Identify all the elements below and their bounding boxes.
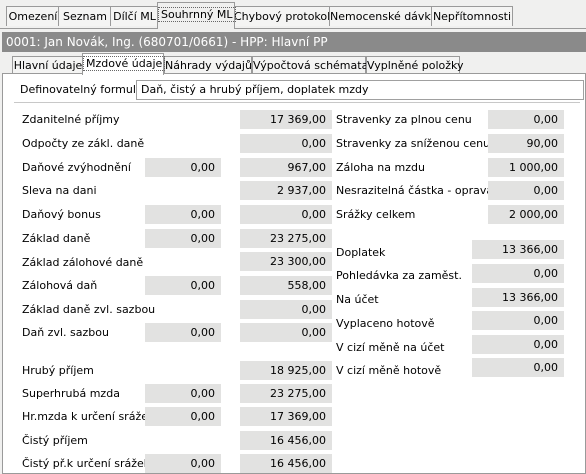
employee-header: 0001: Jan Novák, Ing. (680701/0661) - HP… bbox=[2, 32, 586, 52]
value-cisty-prijem: 16 456,00 bbox=[240, 431, 332, 450]
tab-vypoctova-schemata[interactable]: Výpočtová schémata bbox=[252, 56, 368, 74]
tab-omezeni[interactable]: Omezení bbox=[6, 6, 60, 26]
value-zalohova-dan-2: 558,00 bbox=[240, 276, 332, 295]
label-sleva: Sleva na dani bbox=[22, 184, 97, 197]
label-cizi-ucet: V cizí měně na účet bbox=[336, 341, 445, 354]
label-danovy-bonus: Daňový bonus bbox=[22, 208, 101, 221]
label-stravenky-snizena: Stravenky za sníženou cenu bbox=[336, 137, 491, 150]
label-hruby-prijem: Hrubý příjem bbox=[22, 364, 94, 377]
label-zaklad-dane: Základ daně bbox=[22, 232, 91, 245]
value-superhruba-1: 0,00 bbox=[145, 384, 221, 403]
value-pohledavka: 0,00 bbox=[472, 264, 564, 283]
label-na-ucet: Na účet bbox=[336, 293, 379, 306]
tab-souhrnny-ml[interactable]: Souhrnný ML bbox=[157, 2, 236, 29]
value-srazky: 2 000,00 bbox=[488, 205, 564, 224]
tab-mzdove-udaje[interactable]: Mzdové údaje bbox=[82, 53, 166, 75]
value-dan-zvl-2: 0,00 bbox=[240, 323, 332, 342]
label-cisty-pr-srazek: Čistý př.k určení srážek bbox=[22, 457, 151, 470]
value-cisty-pr-srazek-1: 0,00 bbox=[145, 454, 221, 473]
value-superhruba-2: 23 275,00 bbox=[240, 384, 332, 403]
value-cizi-hotove: 0,00 bbox=[472, 358, 564, 377]
value-hr-mzda-2: 17 369,00 bbox=[240, 407, 332, 426]
label-nesrazitelna: Nesrazitelná částka - oprava bbox=[336, 184, 494, 197]
label-srazky: Srážky celkem bbox=[336, 208, 416, 221]
value-nesrazitelna: 0,00 bbox=[488, 181, 564, 200]
label-vyplaceno: Vyplaceno hotově bbox=[336, 317, 435, 330]
tab-dilci-ml[interactable]: Dílčí ML bbox=[110, 6, 159, 26]
label-superhruba: Superhrubá mzda bbox=[22, 387, 120, 400]
value-danove-zvyhodneni-1: 0,00 bbox=[145, 158, 221, 177]
label-stravenky-plna: Stravenky za plnou cenu bbox=[336, 113, 472, 126]
value-dan-zvl-1: 0,00 bbox=[145, 323, 221, 342]
formular-select[interactable]: Daň, čistý a hrubý příjem, doplatek mzdy bbox=[136, 80, 584, 100]
tab-seznam[interactable]: Seznam bbox=[58, 6, 112, 26]
value-danovy-bonus-1: 0,00 bbox=[145, 205, 221, 224]
formular-label: Definovatelný formulář: bbox=[20, 83, 151, 96]
tab-nepritomnosti[interactable]: Nepřítomnosti bbox=[431, 6, 513, 26]
value-zaklad-dane-2: 23 275,00 bbox=[240, 229, 332, 248]
label-doplatek: Doplatek bbox=[336, 246, 386, 259]
value-odpocty: 0,00 bbox=[240, 134, 332, 153]
label-zalohova-dan: Zálohová daň bbox=[22, 279, 98, 292]
label-dan-zvl: Daň zvl. sazbou bbox=[22, 326, 109, 339]
value-na-ucet: 13 366,00 bbox=[472, 288, 564, 307]
label-danove-zvyhodneni: Daňové zvýhodnění bbox=[22, 161, 131, 174]
label-zaklad-zalohove: Základ zálohové daně bbox=[22, 256, 144, 269]
value-zaklad-dane-1: 0,00 bbox=[145, 229, 221, 248]
value-stravenky-plna: 0,00 bbox=[488, 110, 564, 129]
tab-hlavni-udaje[interactable]: Hlavní údaje bbox=[12, 56, 84, 74]
value-sleva: 2 937,00 bbox=[240, 181, 332, 200]
label-cisty-prijem: Čistý příjem bbox=[22, 434, 88, 447]
tab-nahrady-vydaju[interactable]: Náhrady výdajů bbox=[164, 56, 252, 74]
value-doplatek: 13 366,00 bbox=[472, 240, 564, 259]
value-hr-mzda-1: 0,00 bbox=[145, 407, 221, 426]
label-zaklad-zvl: Základ daně zvl. sazbou bbox=[22, 303, 156, 316]
separator bbox=[14, 102, 580, 103]
value-danovy-bonus-2: 0,00 bbox=[240, 205, 332, 224]
value-cizi-ucet: 0,00 bbox=[472, 335, 564, 354]
value-zdanitelne-prijmy: 17 369,00 bbox=[240, 110, 332, 129]
value-zaklad-zvl: 0,00 bbox=[240, 300, 332, 319]
label-zdanitelne-prijmy: Zdanitelné příjmy bbox=[22, 113, 120, 126]
value-zaloha-mzdu: 1 000,00 bbox=[488, 158, 564, 177]
value-zalohova-dan-1: 0,00 bbox=[145, 276, 221, 295]
value-hruby-prijem: 18 925,00 bbox=[240, 361, 332, 380]
label-odpocty: Odpočty ze zákl. daně bbox=[22, 137, 145, 150]
value-vyplaceno: 0,00 bbox=[472, 311, 564, 330]
tab-chybovy-protokol[interactable]: Chybový protokol bbox=[233, 6, 331, 26]
value-zaklad-zalohove: 23 300,00 bbox=[240, 252, 332, 271]
label-zaloha-mzdu: Záloha na mzdu bbox=[336, 161, 425, 174]
value-danove-zvyhodneni-2: 967,00 bbox=[240, 158, 332, 177]
tab-nemocenske-davky[interactable]: Nemocenské dávky bbox=[329, 6, 437, 26]
top-tab-bar: Omezení Seznam Dílčí ML Souhrnný ML Chyb… bbox=[0, 0, 586, 29]
label-pohledavka: Pohledávka za zaměst. bbox=[336, 269, 462, 282]
label-hr-mzda: Hr.mzda k určení srážek bbox=[22, 410, 155, 423]
label-cizi-hotove: V cizí měně hotově bbox=[336, 364, 442, 377]
tab-vyplnene-polozky[interactable]: Vyplněné položky bbox=[366, 56, 464, 74]
value-cisty-pr-srazek-2: 16 456,00 bbox=[240, 454, 332, 473]
sub-tab-bar: Hlavní údaje Mzdové údaje Náhrady výdajů… bbox=[0, 52, 586, 75]
value-stravenky-snizena: 90,00 bbox=[488, 134, 564, 153]
